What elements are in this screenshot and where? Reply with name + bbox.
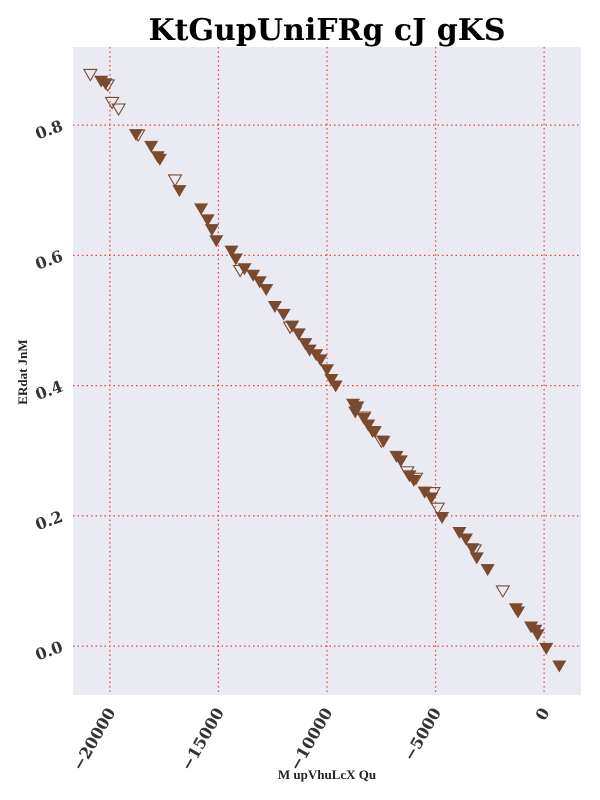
filled-triangle-point (367, 426, 382, 439)
filled-triangle-point (539, 642, 554, 655)
y-axis-label: ERdat JnM (15, 339, 30, 404)
hollow-triangle-point (356, 411, 372, 425)
hollow-triangle-point (82, 68, 98, 82)
x-axis-ticks: −20000 −15000 −10000 −5000 0 (68, 705, 553, 774)
y-tick-label: 0.6 (33, 246, 66, 273)
x-tick-label: −5000 (400, 705, 445, 765)
filled-triangle-point (530, 629, 545, 642)
filled-triangle-point (319, 364, 335, 377)
y-axis-ticks: 0.0 0.2 0.4 0.6 0.8 (33, 116, 66, 664)
x-tick-label: −15000 (177, 705, 228, 774)
filled-triangle-point (356, 413, 371, 425)
hollow-triangle-point (104, 96, 120, 110)
filled-triangle-point (350, 401, 365, 414)
filled-triangle-point (152, 153, 167, 166)
filled-triangle-point (144, 140, 159, 153)
filled-triangle-point (393, 455, 408, 468)
filled-triangle-point (209, 235, 224, 248)
y-tick-label: 0.2 (33, 507, 66, 534)
filled-triangle-point (204, 224, 219, 237)
filled-triangle-point (267, 301, 282, 313)
x-axis-label: M upVhuLcX Qu (278, 767, 376, 782)
hollow-triangle-point (408, 472, 424, 486)
x-tick-label: −10000 (285, 705, 336, 774)
filled-triangle-point (246, 269, 261, 282)
hollow-triangle-point (430, 502, 446, 516)
y-tick-label: 0.4 (33, 377, 66, 404)
hollow-triangle-point (167, 174, 183, 188)
filled-triangle-point (324, 373, 339, 386)
filled-triangle-point (259, 284, 274, 297)
filled-triangle-point (458, 533, 473, 546)
filled-triangle-point (480, 564, 495, 577)
filled-triangle-point (452, 527, 467, 539)
filled-triangle-point (228, 253, 243, 266)
y-tick-label: 0.8 (33, 116, 66, 143)
hollow-triangle-point (425, 487, 441, 500)
filled-triangle-point (194, 203, 209, 216)
filled-triangle-point (276, 308, 291, 321)
filled-triangle-point (172, 185, 187, 198)
filled-triangle-point (313, 354, 328, 367)
hollow-triangle-point (232, 264, 248, 278)
filled-triangle-point (252, 276, 267, 289)
filled-triangle-point (328, 380, 343, 393)
hollow-triangle-point (100, 79, 116, 93)
filled-triangle-point (435, 512, 450, 524)
filled-triangle-point (224, 245, 239, 258)
x-tick-label: −20000 (68, 705, 119, 774)
y-tick-label: 0.0 (33, 637, 66, 664)
hollow-triangle-point (399, 466, 415, 479)
chart-title: KtGupUniFRg cJ gKS (149, 13, 506, 48)
filled-triangle-point (361, 419, 376, 432)
hollow-triangle-point (467, 544, 483, 558)
hollow-triangle-point (111, 103, 127, 117)
hollow-triangle-point (130, 129, 146, 143)
filled-triangle-point (424, 492, 439, 505)
x-tick-label: 0 (532, 705, 554, 724)
data-points (82, 68, 567, 673)
filled-triangle-point (511, 606, 526, 619)
filled-triangle-point (298, 338, 313, 351)
filled-triangle-point (552, 660, 567, 673)
filled-triangle-point (200, 214, 215, 227)
hollow-triangle-point (282, 321, 298, 335)
hollow-triangle-point (495, 585, 511, 599)
filled-triangle-point (291, 328, 306, 341)
hollow-triangle-point (373, 435, 389, 449)
